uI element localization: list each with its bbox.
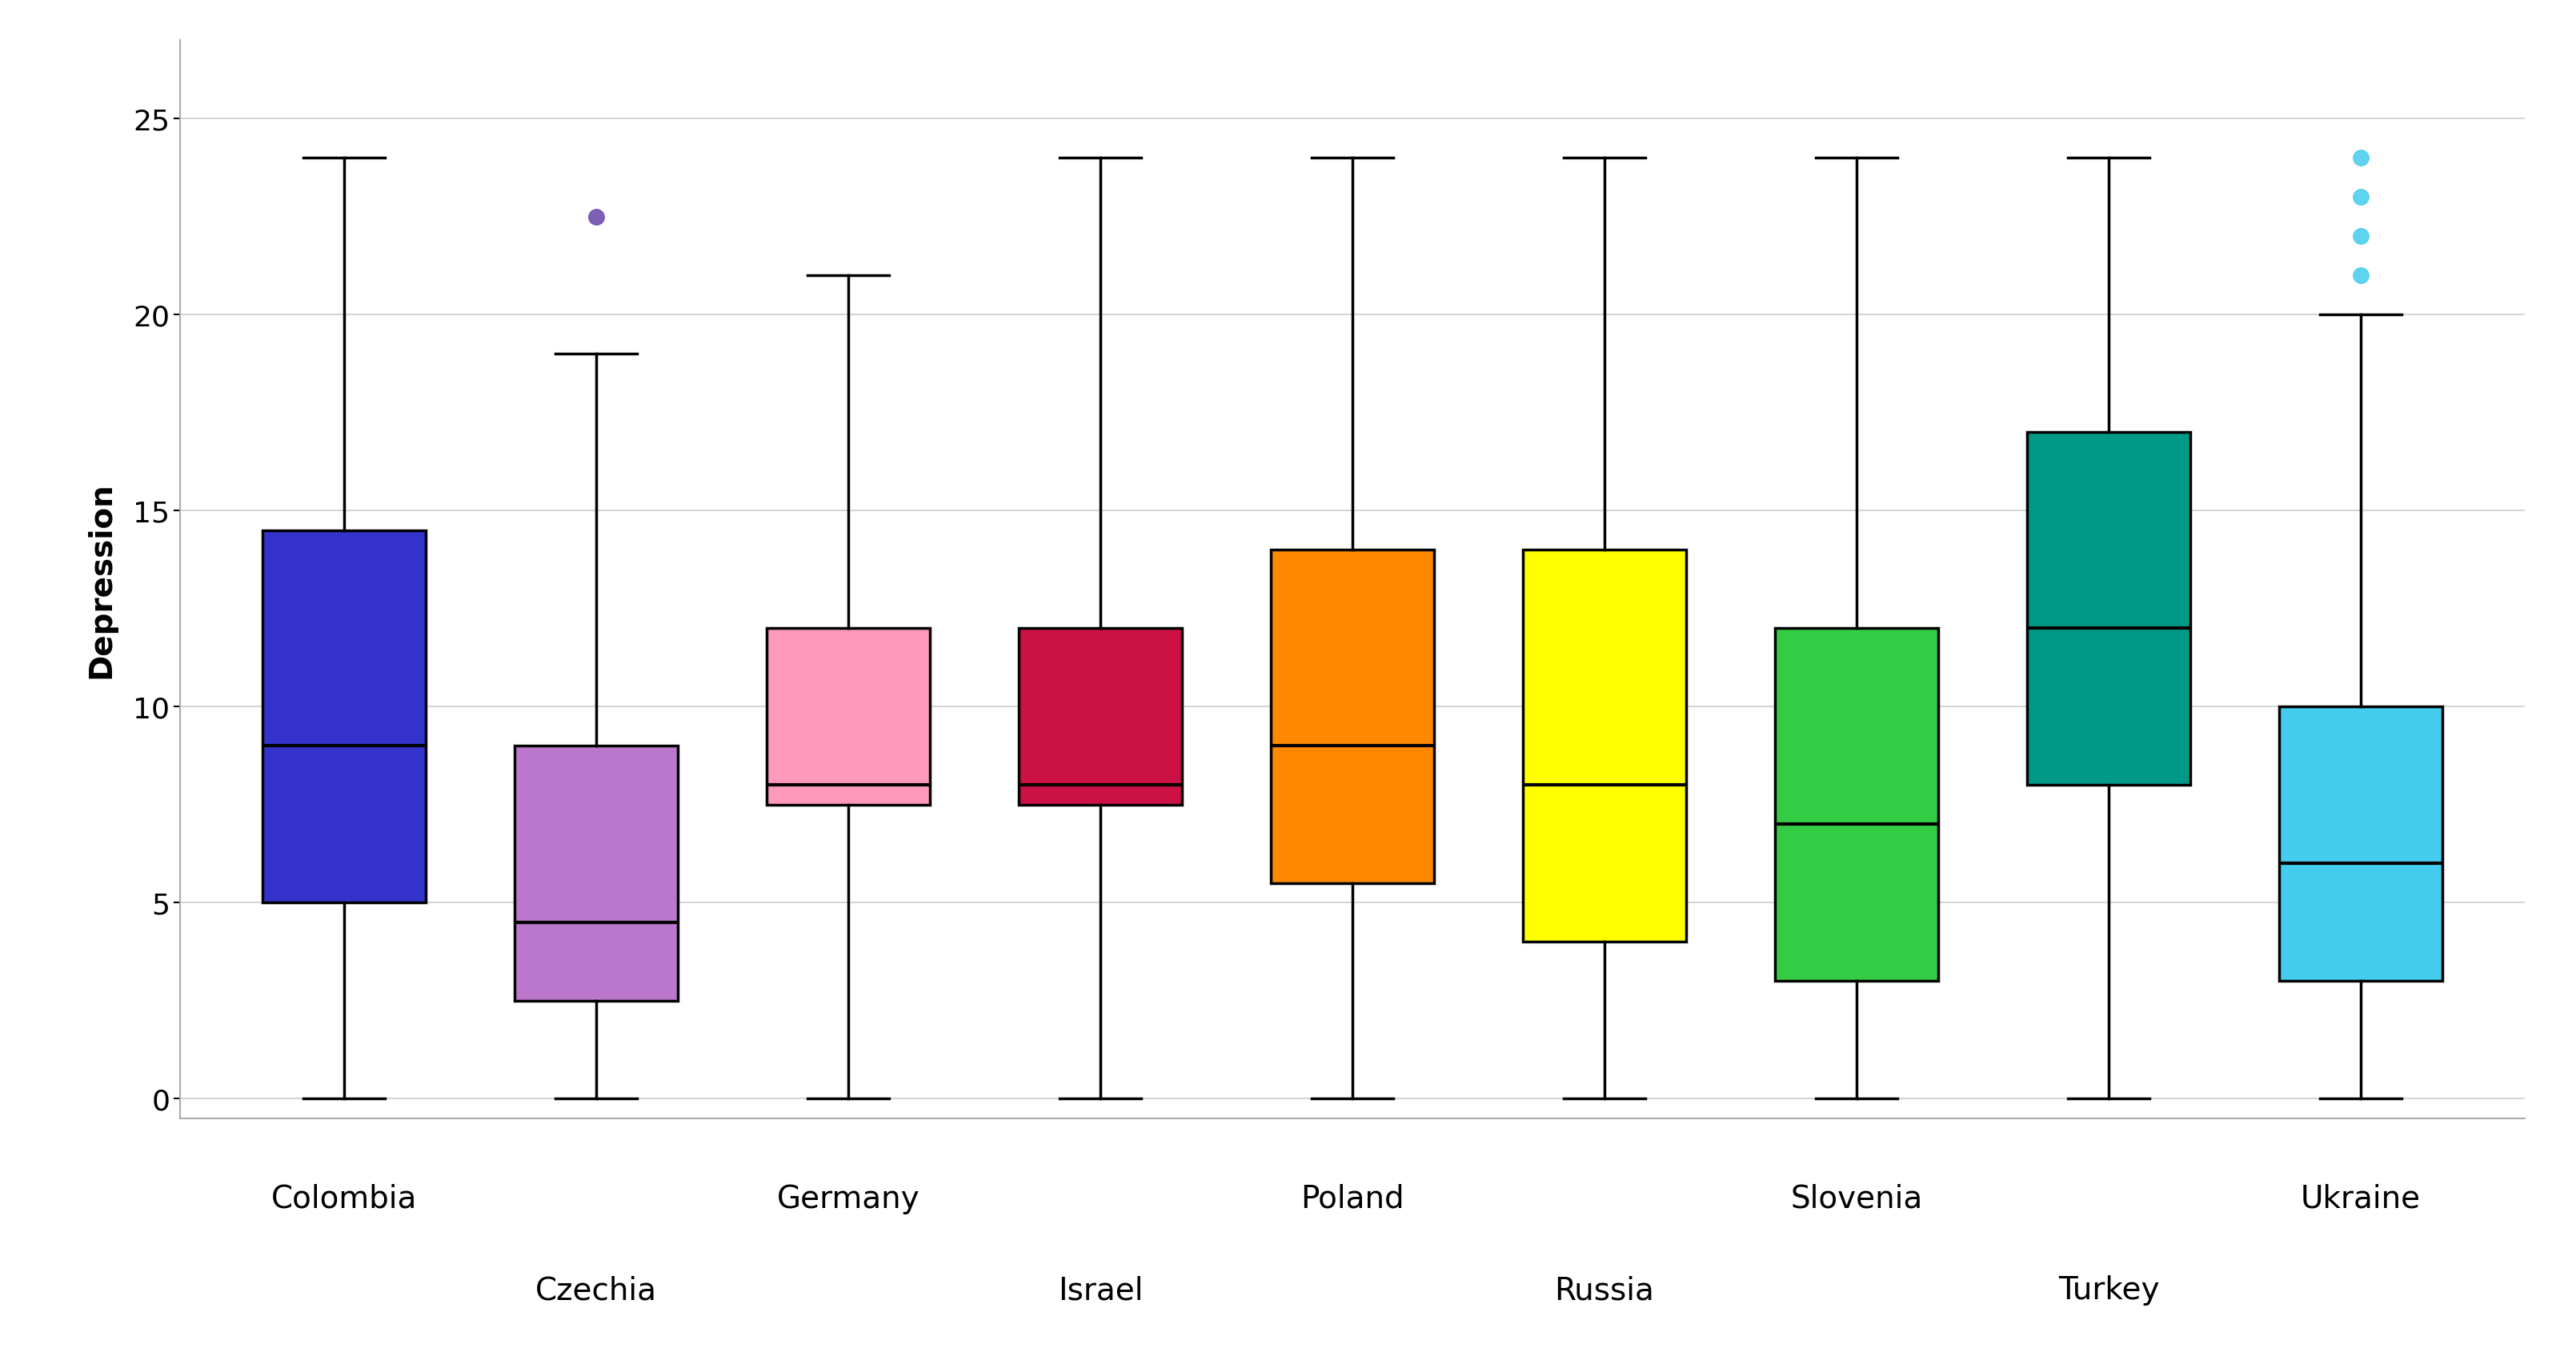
Text: Colombia: Colombia	[270, 1183, 417, 1214]
Text: Israel: Israel	[1059, 1275, 1144, 1305]
PathPatch shape	[1522, 550, 1687, 943]
PathPatch shape	[1018, 629, 1182, 805]
Text: Czechia: Czechia	[536, 1275, 657, 1305]
Text: Germany: Germany	[778, 1183, 920, 1214]
PathPatch shape	[1775, 629, 1937, 981]
PathPatch shape	[515, 746, 677, 1001]
PathPatch shape	[768, 629, 930, 805]
Text: Ukraine: Ukraine	[2300, 1183, 2421, 1214]
PathPatch shape	[2280, 707, 2442, 981]
PathPatch shape	[2027, 432, 2190, 786]
Text: Poland: Poland	[1301, 1183, 1404, 1214]
PathPatch shape	[1270, 550, 1435, 884]
Text: Slovenia: Slovenia	[1790, 1183, 1922, 1214]
Y-axis label: Depression: Depression	[85, 481, 116, 678]
Text: Russia: Russia	[1553, 1275, 1654, 1305]
Text: Turkey: Turkey	[2058, 1275, 2159, 1305]
PathPatch shape	[263, 531, 425, 903]
